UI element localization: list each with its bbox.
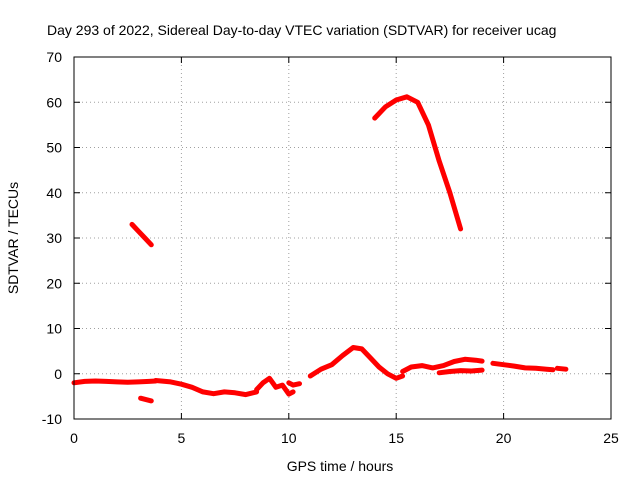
y-tick-label: 60 (46, 94, 62, 110)
y-tick-label: -10 (42, 411, 62, 427)
x-tick-label: 0 (70, 430, 78, 446)
y-tick-label: 20 (46, 275, 62, 291)
x-tick-label: 20 (496, 430, 512, 446)
series-baseline-a (71, 378, 159, 386)
y-tick-label: 50 (46, 140, 62, 156)
series-baseline-f (400, 356, 485, 374)
y-tick-label: 10 (46, 321, 62, 337)
series-dip-segment (138, 395, 154, 404)
series-layer (71, 94, 569, 404)
series-baseline-i (554, 365, 569, 372)
x-tick-label: 25 (603, 430, 619, 446)
chart-title: Day 293 of 2022, Sidereal Day-to-day VTE… (47, 22, 556, 38)
series-arc-segment (372, 94, 464, 232)
x-axis-title: GPS time / hours (287, 458, 394, 474)
series-baseline-g (436, 367, 485, 376)
y-tick-label: 70 (46, 49, 62, 65)
y-tick-label: 40 (46, 185, 62, 201)
series-baseline-e (307, 345, 406, 381)
x-tick-label: 5 (178, 430, 186, 446)
y-axis-title: SDTVAR / TECUs (5, 182, 21, 294)
series-baseline-d (286, 380, 302, 388)
x-tick-label: 15 (388, 430, 404, 446)
series-baseline-h (490, 360, 556, 373)
series-high-segment (129, 221, 154, 248)
ticks: 0 5 10 15 20 25 -10 0 10 20 30 40 50 60 70 (42, 49, 619, 446)
series-baseline-c (254, 375, 296, 397)
y-tick-label: 0 (54, 366, 62, 382)
x-tick-label: 10 (281, 430, 297, 446)
series-baseline-b (153, 378, 260, 398)
y-tick-label: 30 (46, 230, 62, 246)
grid (74, 57, 611, 419)
